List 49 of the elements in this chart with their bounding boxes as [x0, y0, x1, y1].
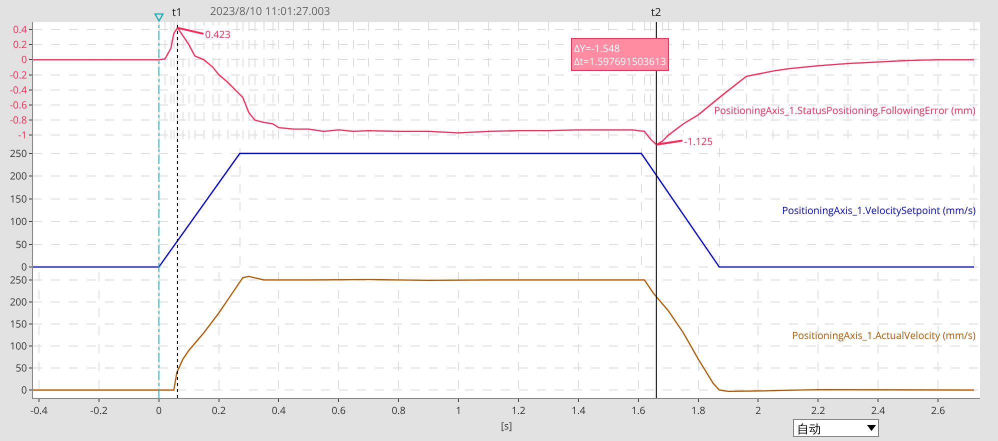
- series-label: PositioningAxis_1.StatusPositioning.FollowingError (mm): [714, 103, 976, 117]
- x-tick-label: 1.4: [571, 403, 586, 417]
- x-tick-label: 0.4: [272, 403, 286, 417]
- x-tick-label: 2.4: [871, 403, 886, 417]
- x-tick-label: 0: [156, 403, 162, 417]
- annotation: -1.125: [684, 134, 713, 148]
- y-tick-label: 50: [16, 360, 28, 375]
- y-tick-label: 0.4: [12, 22, 28, 36]
- ref-line-label: t2: [651, 5, 662, 20]
- y-tick-label: 0.2: [12, 37, 28, 52]
- y-tick-label: 0: [21, 52, 28, 66]
- text: PositioningAxis_1.ActualVelocity (mm/s): [792, 328, 976, 342]
- y-tick-label: 200: [10, 294, 28, 308]
- text: 2023/8/10 11:01:27.003: [210, 4, 330, 19]
- annotation: ΔY=-1.548 Δt=1.597691503613: [574, 41, 666, 68]
- x-tick-label: 2.6: [931, 403, 946, 417]
- x-tick-label: -0.4: [30, 403, 48, 417]
- x-tick-label: 0.8: [392, 403, 406, 417]
- y-tick-label: 200: [10, 168, 28, 183]
- x-tick-label: 0.2: [212, 403, 226, 417]
- line-series: [33, 276, 975, 392]
- line-series: [33, 27, 975, 146]
- x-tick-label: 1.6: [631, 403, 646, 417]
- text: 自动: [793, 419, 879, 437]
- y-tick-label: 100: [10, 338, 28, 353]
- y-tick-label: 250: [10, 146, 28, 160]
- y-tick-label: -0.8: [10, 112, 28, 127]
- x-tick-label: 2.2: [811, 403, 826, 417]
- y-tick-label: 50: [16, 236, 28, 251]
- y-tick-label: 150: [10, 191, 28, 206]
- y-tick-label: 0: [21, 260, 28, 274]
- x-tick-label: 1.8: [691, 403, 706, 417]
- x-tick-label: 0.6: [332, 403, 346, 417]
- x-tick-label: 1: [456, 403, 462, 417]
- y-tick-label: 100: [10, 214, 28, 228]
- y-tick-label: -1: [18, 128, 27, 142]
- y-tick-label: 0: [21, 382, 28, 397]
- text: PositioningAxis_1.VelocitySetpoint (mm/s): [782, 203, 976, 217]
- x-tick-label: 2: [755, 403, 762, 417]
- x-tick-label: -0.2: [90, 403, 108, 417]
- y-tick-label: 250: [10, 272, 28, 286]
- y-tick-label: -0.4: [10, 82, 28, 96]
- y-tick-label: 150: [10, 316, 28, 330]
- x-axis-title: [s]: [500, 418, 512, 432]
- x-tick-label: 1.2: [511, 403, 526, 417]
- y-tick-label: -0.6: [10, 97, 28, 112]
- annotation: 0.423: [205, 27, 231, 41]
- ref-line-label: t1: [172, 5, 182, 20]
- y-tick-label: -0.2: [10, 67, 28, 82]
